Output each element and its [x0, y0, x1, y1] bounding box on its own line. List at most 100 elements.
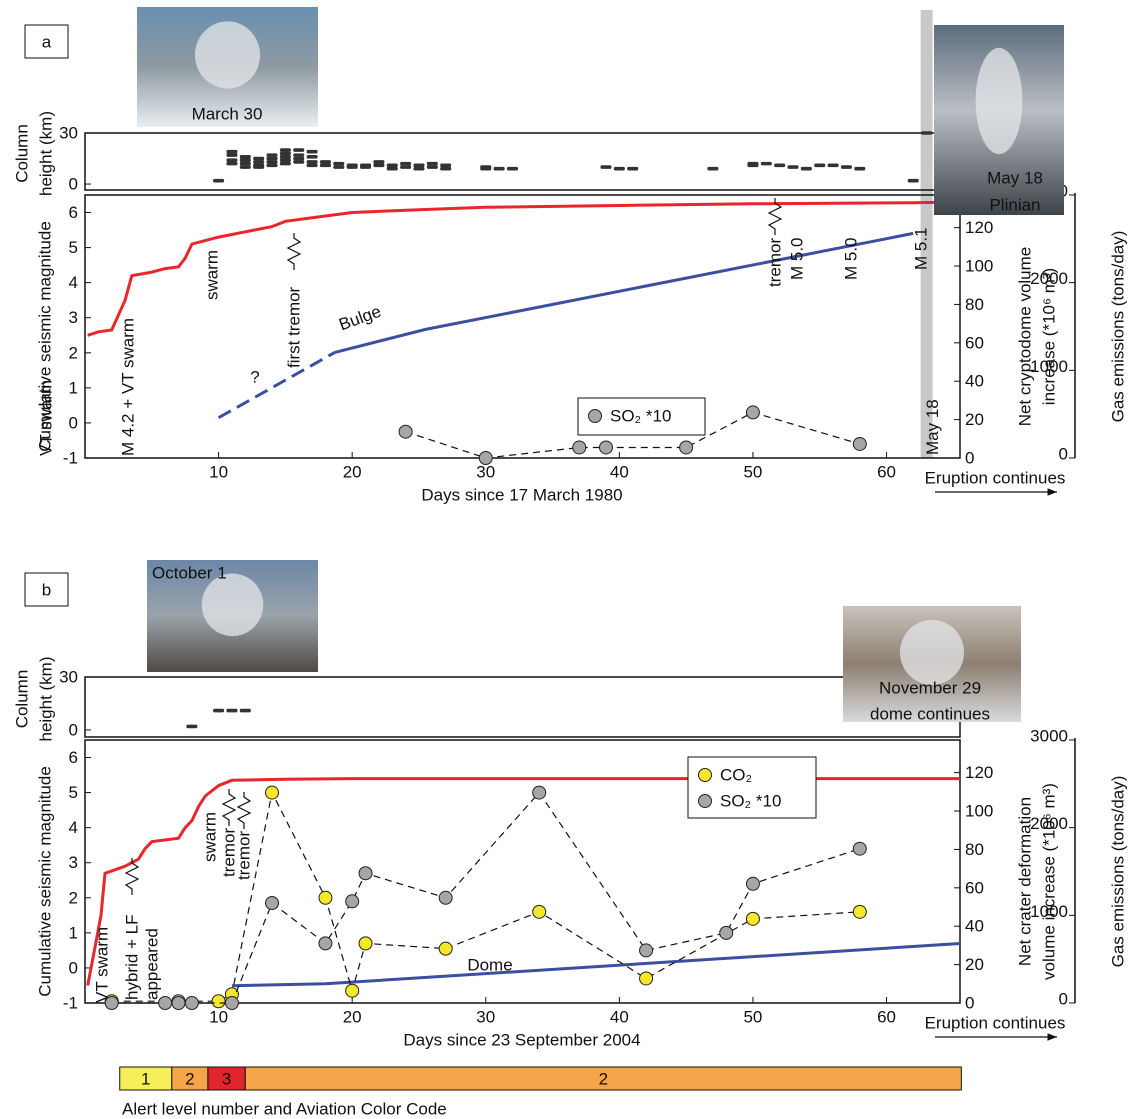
- column-height-mark: [240, 165, 251, 169]
- column-height-mark: [627, 167, 638, 171]
- gas-point: [185, 997, 198, 1010]
- gas-point: [573, 441, 586, 454]
- column-height-mark: [908, 179, 919, 183]
- x-tick-label: 60: [877, 463, 896, 482]
- y-tick-label: 5: [69, 783, 78, 802]
- column-height-mark: [293, 153, 304, 157]
- y-tick-label: 6: [69, 748, 78, 767]
- y2-tick-label: 0: [965, 449, 974, 468]
- column-height-mark: [253, 165, 264, 169]
- y-tick-label: 2: [69, 888, 78, 907]
- column-height-mark: [253, 157, 264, 161]
- page: {"chart_data": [ {"type": "line", "panel…: [0, 0, 1142, 1119]
- gas-point: [319, 937, 332, 950]
- column-frame: [85, 677, 960, 737]
- gas-point: [680, 441, 693, 454]
- x-tick-label: 40: [610, 463, 629, 482]
- column-height-mark: [240, 155, 251, 159]
- y2-tick-label: 100: [965, 257, 993, 276]
- column-height-mark: [413, 167, 424, 171]
- y2-tick-label: 60: [965, 878, 984, 897]
- gas-point: [720, 926, 733, 939]
- x-tick-label: 30: [476, 1008, 495, 1027]
- y-tick-label: -1: [63, 994, 78, 1013]
- gas-point: [746, 877, 759, 890]
- data-line: [232, 944, 960, 986]
- data-line: [335, 233, 913, 352]
- y2-tick-label: 0: [965, 994, 974, 1013]
- photo-caption: dome continues: [870, 705, 990, 724]
- annotation: M 5.1: [912, 227, 931, 270]
- x-tick-label: 20: [343, 463, 362, 482]
- y3-tick-label: 2000: [1030, 269, 1068, 288]
- column-height-mark: [293, 160, 304, 164]
- y-tick-label: 4: [69, 273, 78, 292]
- data-line: [219, 352, 335, 417]
- column-height-mark: [400, 162, 411, 166]
- legend-marker: [699, 769, 712, 782]
- panel-label: a: [42, 33, 52, 52]
- y2-axis-label: volume increase (*10⁶ m³): [1040, 783, 1059, 980]
- column-height-mark: [280, 155, 291, 159]
- annotation: swarm: [203, 250, 222, 300]
- y-tick-label: 4: [69, 818, 78, 837]
- x-tick-label: 30: [476, 463, 495, 482]
- x-axis-label: Days since 23 September 2004: [403, 1031, 640, 1050]
- gas-point: [399, 425, 412, 438]
- plot-frame: [85, 195, 960, 458]
- column-tick-label: 0: [69, 175, 78, 194]
- column-height-mark: [387, 167, 398, 171]
- alert-level: 2: [599, 1070, 608, 1089]
- y2-tick-label: 60: [965, 333, 984, 352]
- column-height-mark: [707, 167, 718, 171]
- x-tick-label: 50: [743, 1008, 762, 1027]
- annotation: tremor: [235, 831, 254, 880]
- gas-point: [853, 905, 866, 918]
- photo-plume: [976, 48, 1023, 154]
- y3-axis-label: Gas emissions (tons/day): [1109, 231, 1128, 423]
- column-height-mark: [801, 167, 812, 171]
- y2-tick-label: 20: [965, 955, 984, 974]
- gas-point: [266, 786, 279, 799]
- column-height-mark: [761, 162, 772, 166]
- y-tick-label: 3: [69, 308, 78, 327]
- y3-axis-label: Gas emissions (tons/day): [1109, 776, 1128, 968]
- column-height-mark: [213, 709, 224, 713]
- y3-tick-label: 1000: [1030, 357, 1068, 376]
- annotation: M 5.0: [788, 237, 807, 280]
- column-height-mark: [226, 162, 237, 166]
- gas-point: [346, 895, 359, 908]
- column-height-mark: [600, 165, 611, 169]
- column-height-mark: [373, 164, 384, 168]
- gas-point: [853, 842, 866, 855]
- column-height-mark: [280, 152, 291, 156]
- column-height-mark: [440, 164, 451, 168]
- column-height-mark: [614, 167, 625, 171]
- column-height-mark: [440, 167, 451, 171]
- panel-label: b: [42, 581, 51, 600]
- y-tick-label: 2: [69, 343, 78, 362]
- photo-plume: [195, 21, 260, 88]
- y-tick-label: 0: [69, 958, 78, 977]
- column-height-mark: [226, 150, 237, 154]
- y2-tick-label: 40: [965, 372, 984, 391]
- y3-tick-label: 2000: [1030, 814, 1068, 833]
- photo-plume: [900, 620, 964, 685]
- column-axis-label: Column: [13, 124, 32, 183]
- column-height-mark: [814, 164, 825, 168]
- column-height-mark: [267, 157, 278, 161]
- tremor-symbol: [223, 789, 235, 826]
- y2-tick-label: 20: [965, 410, 984, 429]
- column-height-mark: [333, 165, 344, 169]
- column-height-mark: [307, 164, 318, 168]
- gas-point: [640, 972, 653, 985]
- column-height-mark: [240, 162, 251, 166]
- tremor-symbol: [238, 792, 250, 829]
- y2-tick-label: 80: [965, 295, 984, 314]
- column-height-mark: [854, 167, 865, 171]
- y-tick-label: 1: [69, 378, 78, 397]
- column-height-mark: [828, 164, 839, 168]
- gas-point: [853, 437, 866, 450]
- annotation: Dome: [467, 956, 512, 975]
- column-height-mark: [373, 160, 384, 164]
